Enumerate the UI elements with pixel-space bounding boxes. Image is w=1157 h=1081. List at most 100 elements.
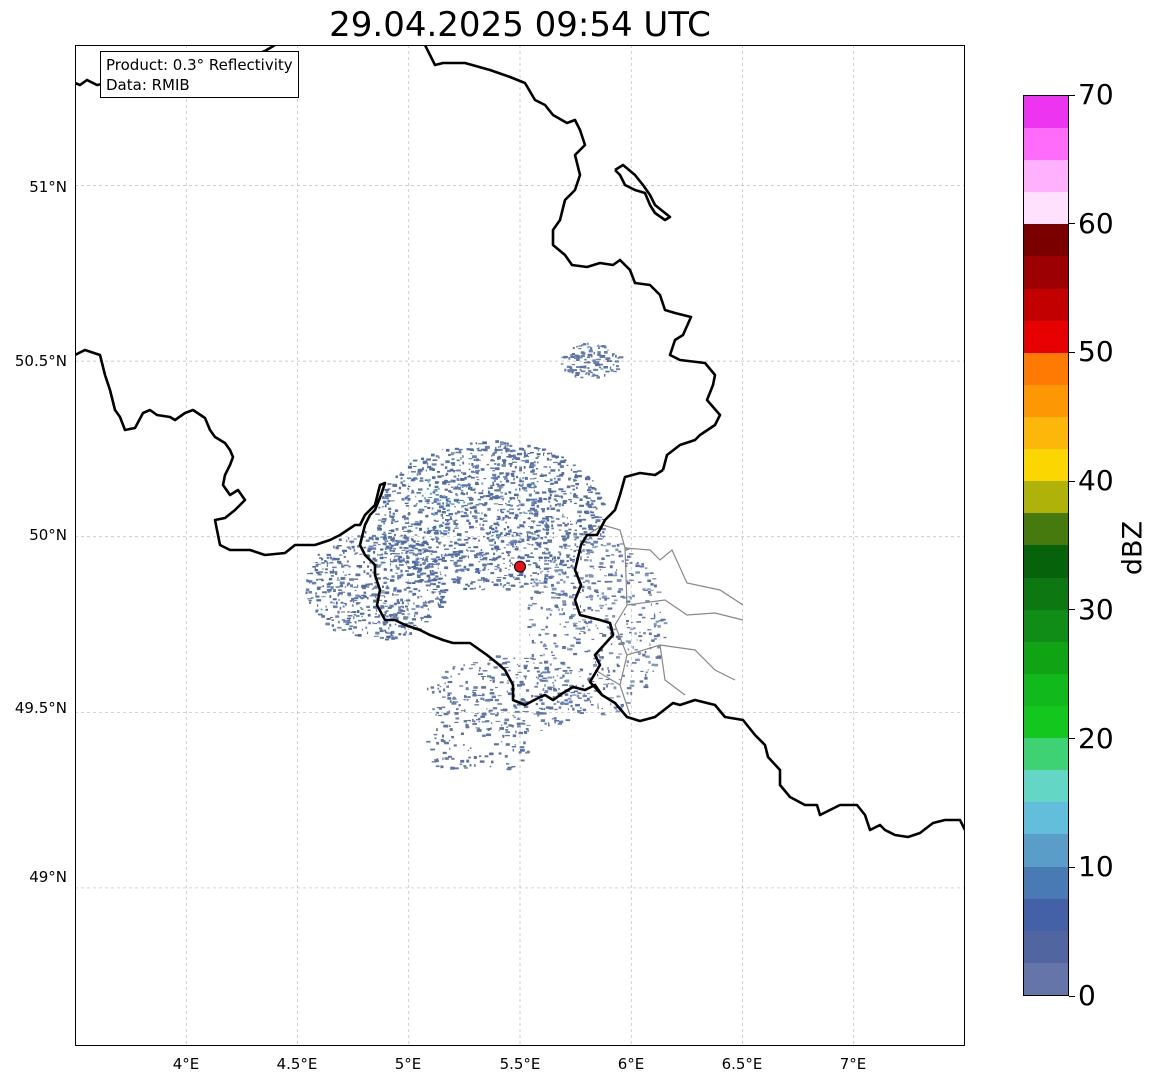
echo-pixel (373, 541, 378, 544)
echo-pixel (517, 671, 522, 673)
echo-pixel (508, 530, 512, 533)
echo-pixel (466, 492, 468, 495)
echo-pixel (383, 624, 386, 626)
echo-pixel (540, 708, 544, 710)
echo-pixel (375, 584, 377, 587)
echo-pixel (375, 609, 378, 612)
echo-pixel (496, 536, 500, 538)
echo-pixel (585, 510, 589, 514)
echo-pixel (419, 520, 423, 524)
radar-site-marker (514, 560, 526, 573)
echo-pixel (589, 672, 592, 676)
echo-pixel (489, 544, 495, 546)
echo-pixel (523, 452, 527, 455)
radar-map[interactable] (75, 45, 965, 1046)
echo-pixel (570, 355, 575, 358)
echo-pixel (612, 353, 615, 355)
echo-pixel (547, 541, 553, 543)
echo-pixel (421, 618, 423, 621)
echo-pixel (439, 505, 444, 509)
echo-pixel (445, 526, 450, 529)
echo-pixel (507, 551, 510, 554)
echo-pixel (452, 698, 457, 700)
echo-pixel (442, 481, 445, 483)
echo-pixel (380, 561, 386, 564)
echo-pixel (431, 507, 434, 510)
echo-pixel (611, 544, 616, 548)
echo-pixel (464, 539, 469, 541)
echo-pixel (474, 491, 477, 494)
echo-pixel (417, 570, 421, 574)
echo-pixel (392, 615, 398, 619)
echo-pixel (499, 473, 502, 475)
echo-pixel (635, 563, 637, 565)
echo-pixel (444, 566, 449, 570)
echo-pixel (355, 621, 357, 624)
echo-pixel (579, 542, 581, 545)
echo-pixel (335, 628, 337, 632)
echo-pixel (412, 553, 415, 556)
echo-pixel (469, 448, 474, 451)
echo-pixel (443, 740, 446, 743)
echo-pixel (436, 585, 440, 588)
echo-pixel (535, 529, 541, 532)
echo-pixel (548, 516, 553, 518)
echo-pixel (498, 487, 502, 489)
echo-pixel (516, 677, 518, 679)
echo-pixel (606, 626, 609, 629)
echo-pixel (577, 710, 582, 712)
echo-pixel (398, 624, 403, 628)
echo-pixel (464, 568, 467, 570)
echo-pixel (474, 556, 479, 559)
colorbar-tick (1069, 995, 1075, 997)
echo-pixel (586, 556, 589, 558)
echo-pixel (618, 636, 623, 638)
echo-pixel (498, 504, 503, 506)
echo-pixel (497, 475, 500, 479)
echo-pixel (606, 684, 608, 688)
echo-pixel (454, 712, 459, 715)
echo-pixel (447, 697, 452, 700)
echo-pixel (417, 511, 423, 514)
echo-pixel (575, 703, 580, 707)
echo-pixel (534, 582, 540, 584)
echo-pixel (477, 727, 481, 729)
echo-pixel (514, 514, 519, 517)
echo-pixel (495, 545, 499, 548)
echo-pixel (435, 537, 440, 540)
echo-pixel (499, 727, 505, 730)
echo-pixel (590, 619, 592, 622)
echo-pixel (336, 579, 341, 581)
echo-pixel (358, 633, 362, 637)
echo-pixel (502, 661, 508, 665)
echo-pixel (431, 570, 434, 573)
echo-pixel (558, 568, 563, 572)
map-canvas[interactable] (75, 45, 965, 1046)
echo-pixel (479, 667, 481, 670)
echo-pixel (511, 470, 516, 473)
echo-pixel (501, 508, 506, 510)
echo-pixel (655, 602, 659, 605)
echo-pixel (456, 477, 459, 480)
echo-pixel (539, 474, 544, 477)
echo-pixel (595, 519, 601, 522)
echo-pixel (586, 475, 590, 477)
echo-pixel (378, 599, 382, 601)
echo-pixel (575, 374, 579, 376)
echo-pixel (355, 573, 361, 577)
echo-pixel (432, 563, 438, 565)
echo-pixel (610, 560, 615, 564)
echo-pixel (411, 538, 414, 542)
echo-pixel (515, 457, 521, 460)
echo-pixel (517, 684, 522, 687)
echo-pixel (536, 534, 540, 536)
echo-pixel (415, 495, 417, 498)
echo-pixel (554, 604, 558, 608)
echo-pixel (471, 470, 474, 473)
echo-pixel (483, 588, 486, 590)
echo-pixel (596, 358, 601, 361)
echo-pixel (531, 654, 534, 657)
echo-pixel (414, 614, 416, 617)
echo-pixel (480, 676, 486, 677)
echo-pixel (397, 574, 402, 577)
